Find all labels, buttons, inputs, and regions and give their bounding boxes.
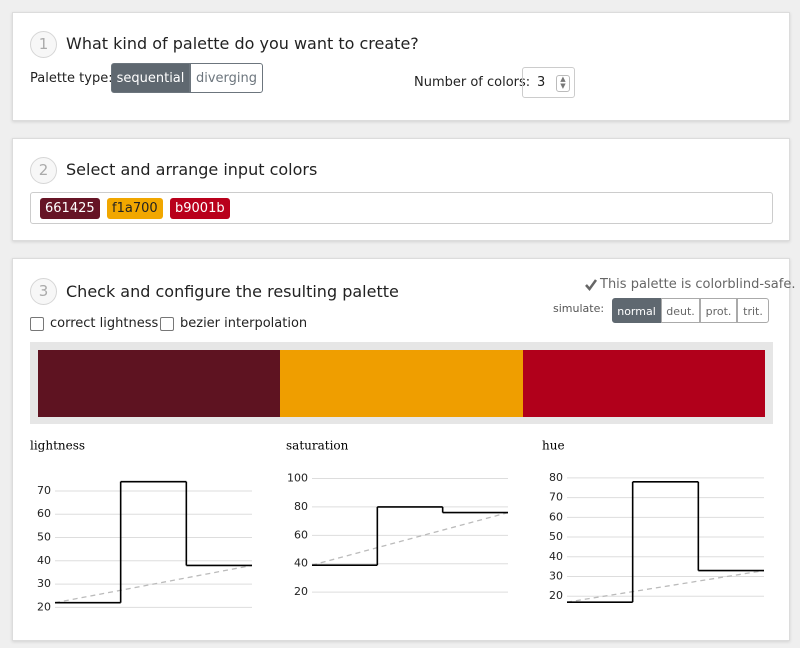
y-tick-label: 70 <box>37 484 51 497</box>
y-tick-label: 60 <box>37 507 51 520</box>
step-number: 3 <box>30 278 57 305</box>
spinner[interactable]: ▲ ▼ <box>556 75 570 92</box>
palette-swatch <box>522 350 766 417</box>
checkbox-label: correct lightness <box>50 316 159 331</box>
step-number: 1 <box>30 31 57 58</box>
chart-title: lightness <box>30 439 85 453</box>
y-tick-label: 40 <box>294 557 308 570</box>
y-tick-label: 40 <box>549 550 563 563</box>
step-card <box>12 138 790 241</box>
simulate-label: simulate: <box>553 302 605 315</box>
y-tick-label: 30 <box>549 570 563 583</box>
y-tick-label: 80 <box>549 471 563 484</box>
y-tick-label: 70 <box>549 491 563 504</box>
step-title: Check and configure the resulting palett… <box>66 282 399 301</box>
color-input[interactable] <box>30 192 773 224</box>
y-tick-label: 30 <box>37 577 51 590</box>
color-chip[interactable]: b9001b <box>170 198 230 219</box>
num-colors-label: Number of colors: <box>414 75 531 90</box>
checkbox-label: bezier interpolation <box>180 316 308 331</box>
num-colors-input[interactable]: 3 ▲ ▼ <box>522 67 575 98</box>
color-chip[interactable]: 661425 <box>40 198 100 219</box>
charts: lightness 20 30 40 50 60 70 saturation 20 40 60 80 1… <box>30 439 765 613</box>
step-title: Select and arrange input colors <box>66 160 318 179</box>
y-tick-label: 100 <box>287 472 308 485</box>
trend-line <box>566 569 765 603</box>
num-colors-value: 3 <box>537 75 546 90</box>
simulate-button[interactable]: deut. <box>661 298 700 323</box>
step-title: What kind of palette do you want to crea… <box>66 34 419 53</box>
palette-type-button[interactable]: sequential <box>111 63 190 93</box>
y-tick-label: 50 <box>549 530 563 543</box>
palette-type-label: Palette type: <box>30 71 113 86</box>
y-tick-label: 40 <box>37 554 51 567</box>
color-chip[interactable]: f1a700 <box>107 198 163 219</box>
colorblind-status: This palette is colorblind-safe. <box>600 277 796 292</box>
simulate-button[interactable]: normal <box>612 298 661 323</box>
y-tick-label: 60 <box>294 528 308 541</box>
palette-swatch <box>280 350 524 417</box>
check-icon <box>585 279 598 292</box>
y-tick-label: 50 <box>37 531 51 544</box>
checkbox[interactable] <box>160 317 174 331</box>
palette-swatch <box>38 350 281 417</box>
y-tick-label: 60 <box>549 510 563 523</box>
y-tick-label: 20 <box>549 589 563 602</box>
y-tick-label: 20 <box>37 600 51 613</box>
palette-type-button[interactable]: diverging <box>190 63 263 93</box>
chart-title: hue <box>542 439 565 453</box>
chart-title: saturation <box>286 439 349 453</box>
trend-line <box>311 511 509 566</box>
y-tick-label: 20 <box>294 585 308 598</box>
checkbox[interactable] <box>30 317 44 331</box>
simulate-button[interactable]: prot. <box>700 298 737 323</box>
y-tick-label: 80 <box>294 500 308 513</box>
step-number: 2 <box>30 157 57 184</box>
simulate-button[interactable]: trit. <box>737 298 769 323</box>
trend-line <box>54 564 253 604</box>
